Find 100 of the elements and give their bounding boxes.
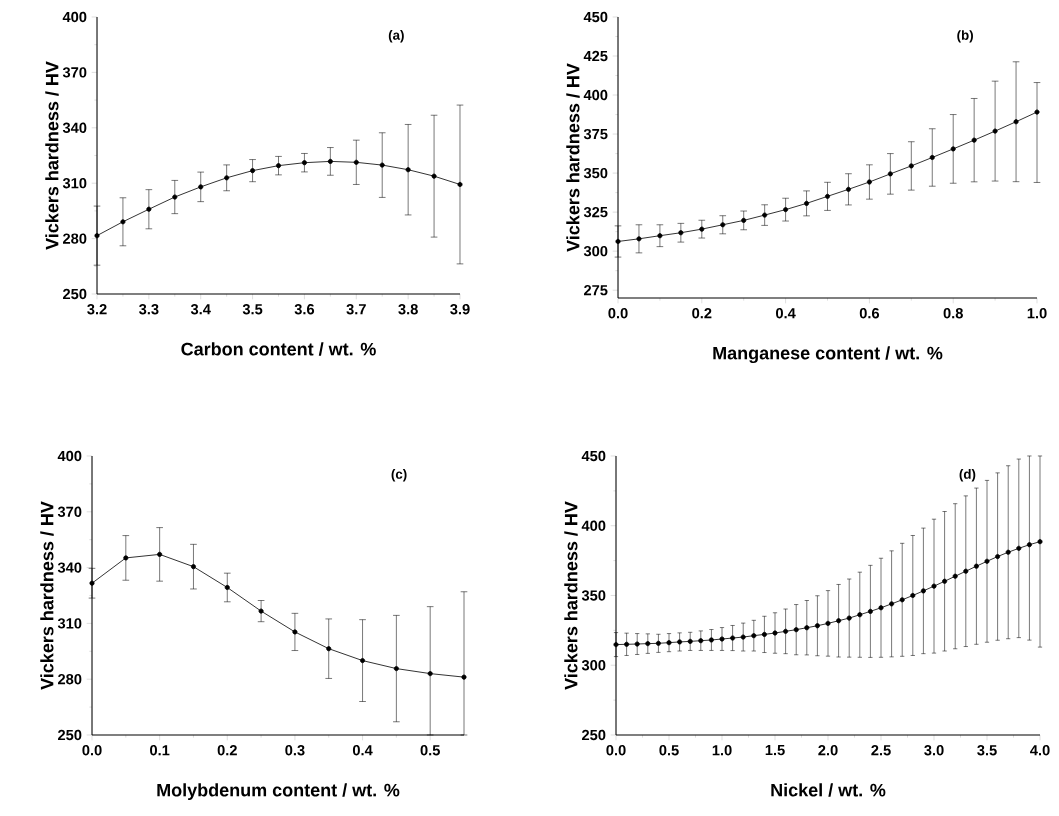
- point: [866, 179, 872, 185]
- point: [1016, 545, 1022, 551]
- point: [698, 638, 704, 644]
- y-tick-label: 450: [583, 11, 608, 23]
- point: [761, 631, 767, 637]
- point: [327, 158, 333, 164]
- point: [120, 219, 126, 225]
- point: [762, 212, 768, 218]
- point: [360, 658, 366, 664]
- x-axis-title: Nickel / wt. %: [771, 783, 886, 797]
- point: [1034, 109, 1040, 115]
- y-tick-label: 450: [581, 450, 606, 462]
- point: [751, 633, 757, 639]
- point: [89, 580, 95, 586]
- point: [405, 167, 411, 173]
- point: [720, 222, 726, 228]
- point: [772, 630, 778, 636]
- point: [973, 563, 979, 569]
- point: [995, 554, 1001, 560]
- point: [804, 625, 810, 631]
- point: [846, 615, 852, 621]
- point: [908, 163, 914, 169]
- point: [677, 639, 683, 645]
- x-tick-label: 0.2: [692, 308, 712, 319]
- x-axis-title: Molybdenum content / wt. %: [157, 783, 400, 801]
- annotation: (c): [391, 469, 407, 482]
- x-tick-label: 2.0: [818, 745, 838, 756]
- point: [1037, 539, 1043, 545]
- x-tick-label: 0.0: [606, 745, 626, 756]
- x-tick-label: 0.5: [659, 745, 679, 756]
- x-tick-label: 0.2: [217, 745, 237, 756]
- point: [825, 620, 831, 626]
- y-tick-label: 310: [57, 618, 82, 629]
- point: [1013, 119, 1019, 125]
- point: [804, 200, 810, 206]
- point: [719, 636, 725, 642]
- point: [878, 605, 884, 611]
- point: [952, 573, 958, 579]
- point: [224, 584, 230, 591]
- point: [615, 238, 621, 244]
- y-tick-label: 325: [583, 206, 608, 218]
- point: [741, 217, 747, 223]
- point: [655, 640, 661, 646]
- point: [636, 236, 642, 242]
- point: [836, 618, 842, 624]
- point: [814, 623, 820, 629]
- point: [461, 674, 467, 680]
- point: [634, 641, 640, 647]
- point: [645, 641, 651, 647]
- point: [783, 628, 789, 634]
- point: [1005, 549, 1011, 555]
- x-tick-label: 3.9: [450, 304, 470, 315]
- x-tick-label: 1.5: [765, 745, 785, 756]
- x-tick-label: 1.0: [712, 745, 732, 756]
- point: [190, 564, 196, 570]
- point: [431, 173, 437, 179]
- y-tick-label: 250: [63, 288, 87, 300]
- point: [292, 629, 298, 635]
- point: [224, 175, 230, 181]
- point: [793, 627, 799, 633]
- point: [963, 568, 969, 574]
- point: [157, 551, 163, 557]
- x-tick-label: 4.0: [1030, 745, 1050, 756]
- y-axis-title: Vickers hardness / HV: [40, 501, 54, 690]
- point: [326, 646, 332, 652]
- point: [258, 608, 264, 614]
- point: [123, 555, 129, 561]
- point: [845, 186, 851, 192]
- point: [984, 558, 990, 564]
- point: [666, 640, 672, 646]
- point: [708, 637, 714, 643]
- y-tick-label: 370: [57, 506, 82, 517]
- annotation: (d): [959, 469, 976, 482]
- point: [887, 171, 893, 177]
- x-tick-label: 3.6: [294, 304, 315, 315]
- point: [942, 578, 948, 584]
- y-tick-label: 400: [62, 11, 87, 23]
- point: [94, 233, 100, 239]
- x-tick-label: 2.5: [871, 745, 891, 756]
- point: [379, 162, 385, 168]
- point: [950, 146, 956, 152]
- point: [730, 635, 736, 641]
- point: [301, 160, 307, 166]
- y-tick-label: 300: [581, 660, 606, 671]
- point: [783, 207, 789, 213]
- y-tick-label: 250: [58, 729, 82, 741]
- point: [613, 642, 619, 648]
- y-tick-label: 375: [583, 128, 608, 140]
- point: [920, 588, 926, 594]
- x-tick-label: 3.0: [924, 745, 944, 756]
- x-axis-title: Carbon content / wt. %: [181, 342, 376, 356]
- point: [931, 583, 937, 589]
- point: [992, 128, 998, 134]
- point: [971, 137, 977, 143]
- point: [910, 592, 916, 599]
- point: [867, 608, 873, 614]
- y-tick-label: 350: [581, 590, 606, 601]
- point: [740, 634, 746, 640]
- point: [198, 184, 204, 190]
- point: [275, 163, 282, 169]
